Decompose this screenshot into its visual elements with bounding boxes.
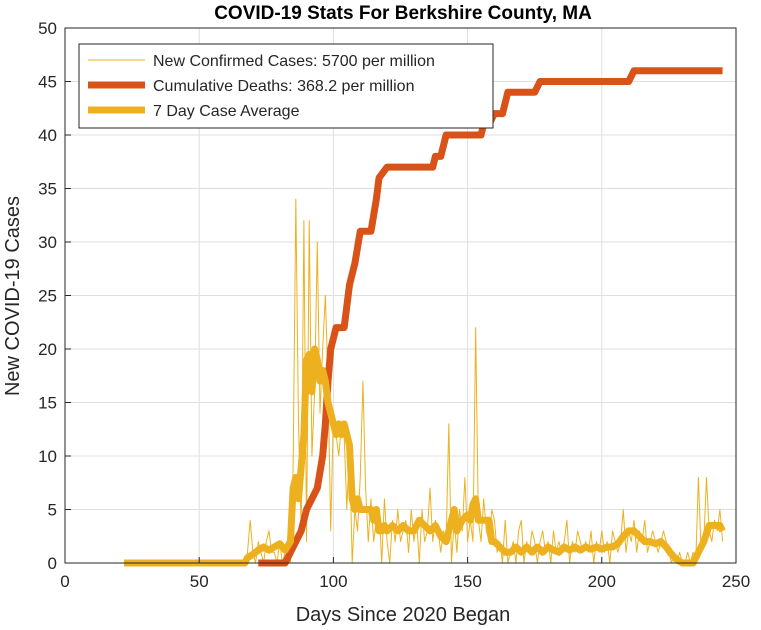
legend: New Confirmed Cases: 5700 per million Cu… bbox=[78, 43, 494, 129]
y-tick-label: 5 bbox=[48, 501, 57, 520]
y-tick-label: 50 bbox=[38, 19, 57, 38]
cumulative-deaths-line bbox=[258, 67, 723, 567]
y-axis-label: New COVID-19 Cases bbox=[2, 196, 24, 396]
axis-ticks: 0 50 100 150 200 250 0 5 10 15 20 25 30 35 40 45 50 bbox=[38, 19, 750, 591]
y-tick-label: 30 bbox=[38, 233, 57, 252]
y-tick-label: 20 bbox=[38, 340, 57, 359]
y-tick-label: 45 bbox=[38, 73, 57, 92]
chart-title: COVID-19 Stats For Berkshire County, MA bbox=[214, 3, 592, 24]
y-tick-label: 35 bbox=[38, 180, 57, 199]
x-tick-label: 50 bbox=[190, 572, 209, 591]
x-axis-label: Days Since 2020 Began bbox=[296, 604, 511, 626]
plot-series bbox=[124, 67, 726, 567]
x-tick-label: 250 bbox=[722, 572, 750, 591]
legend-label-new-cases: New Confirmed Cases: 5700 per million bbox=[153, 53, 435, 70]
y-tick-label: 25 bbox=[38, 287, 57, 306]
y-tick-label: 15 bbox=[38, 394, 57, 413]
legend-label-7day-average: 7 Day Case Average bbox=[153, 103, 300, 120]
legend-box bbox=[78, 43, 494, 129]
x-tick-label: 100 bbox=[319, 572, 347, 591]
y-tick-label: 40 bbox=[38, 126, 57, 145]
y-tick-label: 0 bbox=[48, 554, 57, 573]
y-tick-label: 10 bbox=[38, 447, 57, 466]
x-tick-label: 0 bbox=[60, 572, 69, 591]
x-tick-label: 150 bbox=[453, 572, 481, 591]
legend-label-cumulative-deaths: Cumulative Deaths: 368.2 per million bbox=[153, 78, 414, 95]
x-tick-label: 200 bbox=[588, 572, 616, 591]
seven-day-average-line bbox=[124, 345, 726, 567]
